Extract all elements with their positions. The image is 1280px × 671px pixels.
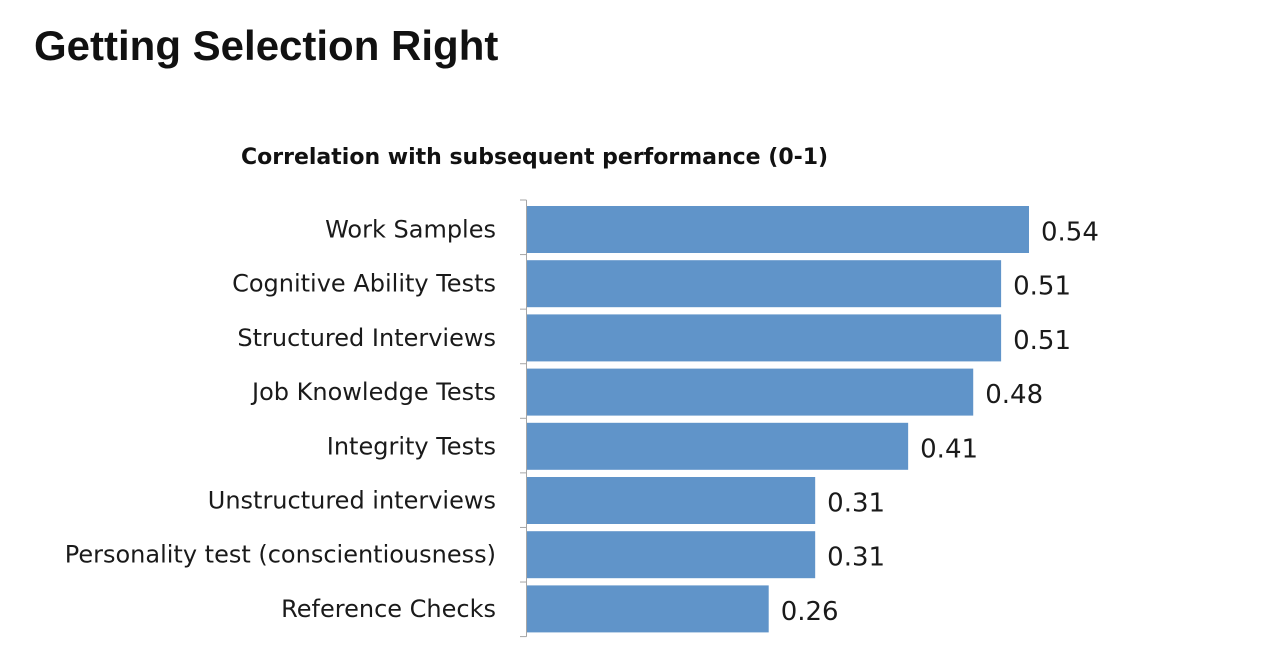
slide-title: Getting Selection Right [34, 22, 499, 69]
bar-6 [527, 531, 816, 579]
category-label-1: Cognitive Ability Tests [232, 270, 496, 298]
category-label-7: Reference Checks [281, 595, 496, 623]
category-label-6: Personality test (conscientiousness) [65, 541, 496, 569]
value-label-7: 0.26 [781, 597, 839, 627]
value-label-3: 0.48 [985, 380, 1043, 410]
value-labels-group: 0.54 0.51 0.51 0.480.41 0.31 0.31 0.26 [781, 218, 1099, 627]
category-label-3: Job Knowledge Tests [250, 378, 496, 406]
category-label-2: Structured Interviews [237, 324, 496, 352]
category-label-0: Work Samples [325, 216, 496, 244]
value-label-4: 0.41 [920, 434, 978, 464]
value-label-0: 0.54 [1041, 218, 1099, 248]
bar-2 [527, 314, 1002, 362]
category-label-4: Integrity Tests [327, 432, 496, 460]
axis-group [520, 199, 527, 638]
value-label-2: 0.51 [1013, 326, 1071, 356]
category-label-5: Unstructured interviews [208, 487, 496, 515]
value-label-5: 0.31 [827, 489, 885, 519]
category-labels-group: Work Samples Cognitive Ability Tests Struc… [65, 216, 496, 623]
bar-0 [527, 206, 1029, 253]
chart-title: Correlation with subsequent performance … [241, 145, 829, 170]
bar-5 [527, 477, 816, 524]
value-label-1: 0.51 [1013, 272, 1071, 302]
bar-1 [527, 260, 1002, 308]
bar-7 [527, 585, 769, 633]
bar-3 [527, 368, 974, 416]
bar-4 [527, 422, 909, 470]
value-label-6: 0.31 [827, 543, 885, 573]
bars-group [527, 206, 1029, 633]
